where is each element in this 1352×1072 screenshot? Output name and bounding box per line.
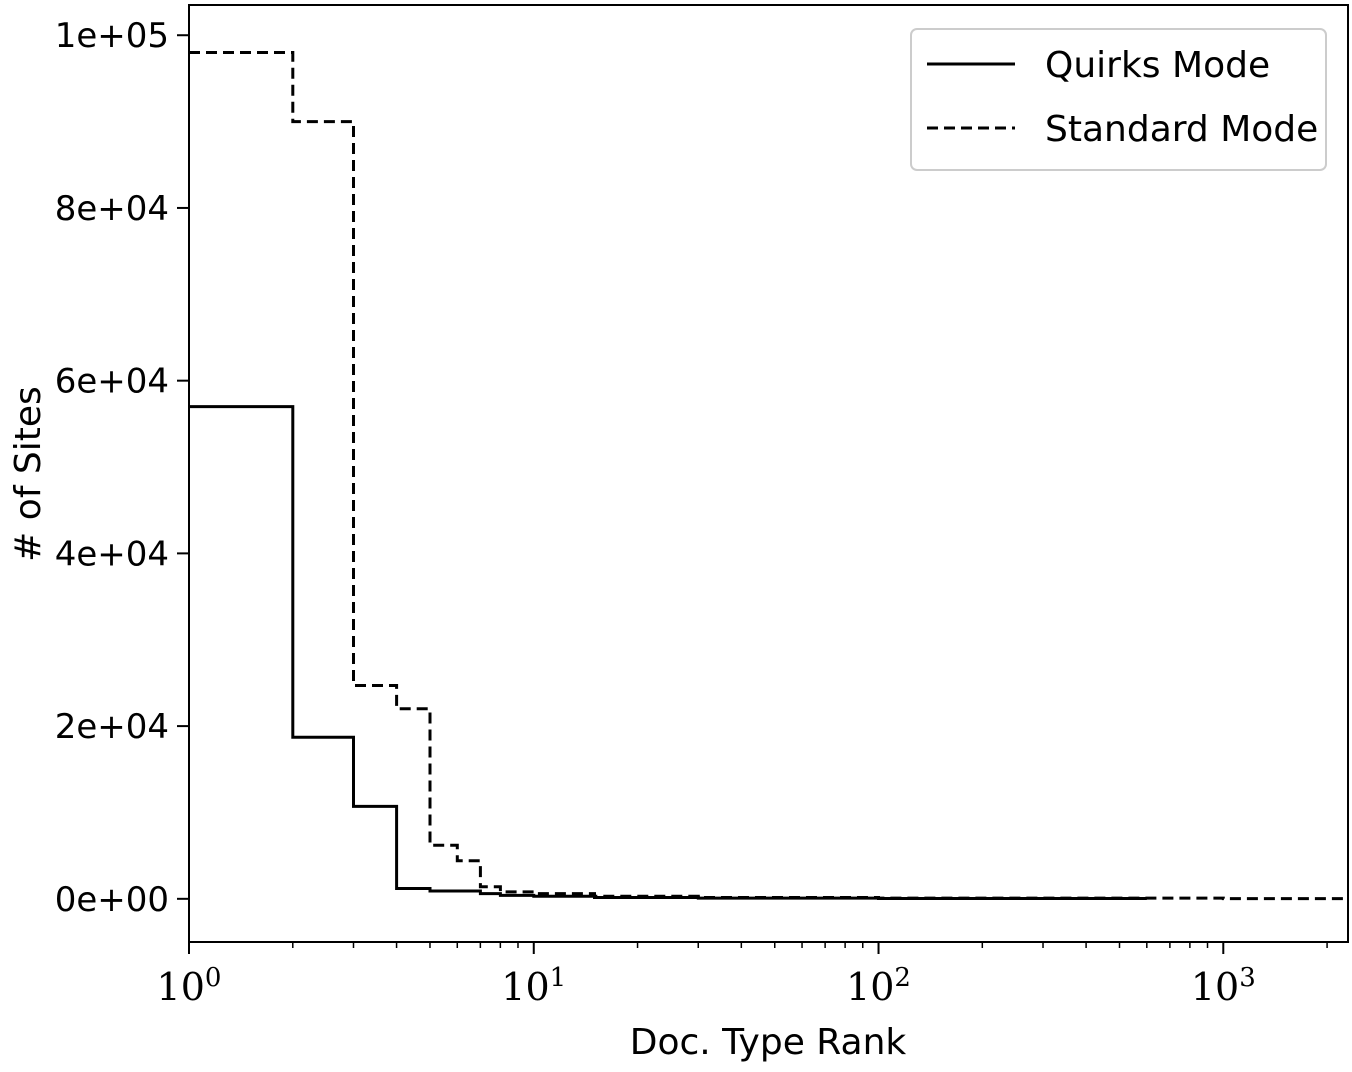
- legend-label-quirks-mode: Quirks Mode: [1045, 45, 1270, 86]
- legend: Quirks Mode Standard Mode: [910, 28, 1327, 171]
- x-tick-label: 100: [157, 963, 222, 1009]
- y-tick-label: 1e+05: [55, 16, 169, 56]
- x-axis-label: Doc. Type Rank: [630, 1022, 907, 1063]
- legend-label-standard-mode: Standard Mode: [1045, 109, 1318, 150]
- y-tick-label: 4e+04: [55, 534, 169, 574]
- series-line-standard-mode: [189, 51, 1350, 901]
- y-tick-label: 6e+04: [55, 362, 169, 402]
- y-axis-label: # of Sites: [8, 386, 49, 562]
- x-axis: 100 101 102 103: [157, 942, 1328, 1009]
- x-tick-label: 102: [846, 963, 911, 1009]
- y-axis: 0e+00 2e+04 4e+04 6e+04 8e+04 1e+05: [55, 16, 189, 920]
- y-tick-label: 8e+04: [55, 189, 169, 229]
- plot-frame: [188, 4, 1349, 943]
- series-layer: [189, 51, 1350, 901]
- y-tick-label: 2e+04: [55, 707, 169, 747]
- x-tick-label: 101: [501, 963, 566, 1009]
- x-tick-label: 103: [1191, 963, 1256, 1009]
- y-tick-label: 0e+00: [55, 880, 169, 920]
